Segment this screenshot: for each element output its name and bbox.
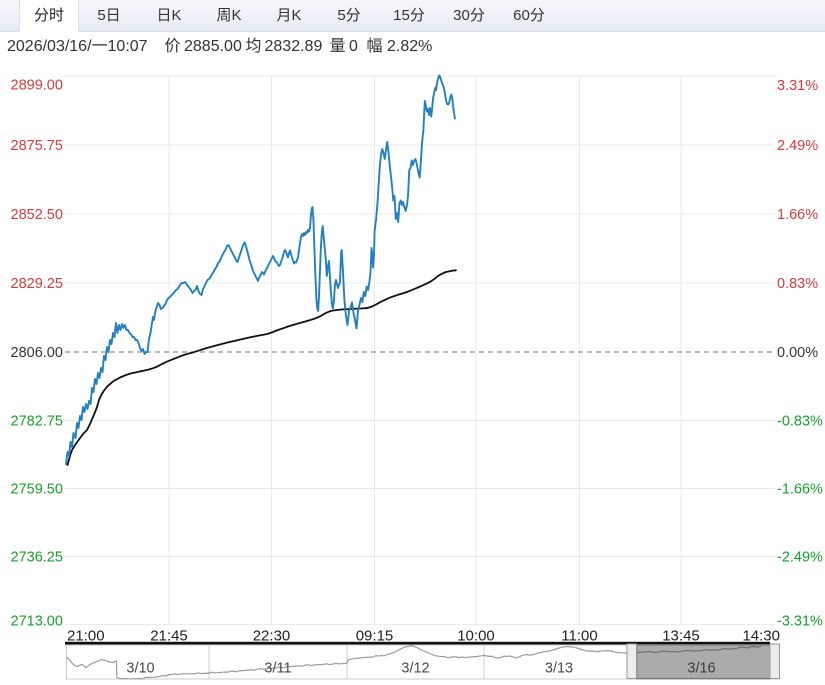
svg-text:2806.00: 2806.00 [11, 345, 63, 361]
svg-text:3/10: 3/10 [126, 661, 154, 677]
svg-text:2736.25: 2736.25 [11, 550, 63, 566]
svg-text:2852.50: 2852.50 [11, 207, 63, 223]
svg-text:0.83%: 0.83% [777, 276, 818, 292]
svg-text:-0.83%: -0.83% [777, 414, 823, 430]
svg-text:2.49%: 2.49% [777, 138, 818, 154]
svg-text:2759.50: 2759.50 [11, 482, 63, 498]
svg-text:11:00: 11:00 [561, 628, 597, 645]
svg-text:1.66%: 1.66% [777, 207, 818, 223]
svg-text:3.31%: 3.31% [777, 78, 818, 94]
svg-text:-2.49%: -2.49% [777, 550, 823, 566]
svg-text:2829.25: 2829.25 [11, 276, 63, 292]
svg-text:-1.66%: -1.66% [777, 482, 823, 498]
svg-text:2782.75: 2782.75 [11, 414, 63, 430]
svg-text:-3.31%: -3.31% [777, 614, 823, 630]
svg-text:3/16: 3/16 [687, 661, 715, 677]
svg-text:2713.00: 2713.00 [11, 614, 63, 630]
svg-text:2875.75: 2875.75 [11, 138, 63, 154]
svg-text:0.00%: 0.00% [777, 345, 818, 361]
svg-text:10:00: 10:00 [457, 628, 495, 645]
svg-text:2899.00: 2899.00 [11, 78, 63, 94]
svg-text:3/11: 3/11 [264, 661, 291, 677]
svg-text:3/12: 3/12 [401, 661, 429, 677]
svg-text:21:45: 21:45 [150, 628, 188, 645]
svg-text:14:30: 14:30 [742, 628, 780, 645]
svg-text:13:45: 13:45 [662, 628, 700, 645]
svg-text:22:30: 22:30 [253, 628, 291, 645]
svg-text:21:00: 21:00 [67, 628, 105, 645]
svg-text:09:15: 09:15 [356, 628, 394, 645]
svg-text:3/13: 3/13 [545, 661, 573, 677]
